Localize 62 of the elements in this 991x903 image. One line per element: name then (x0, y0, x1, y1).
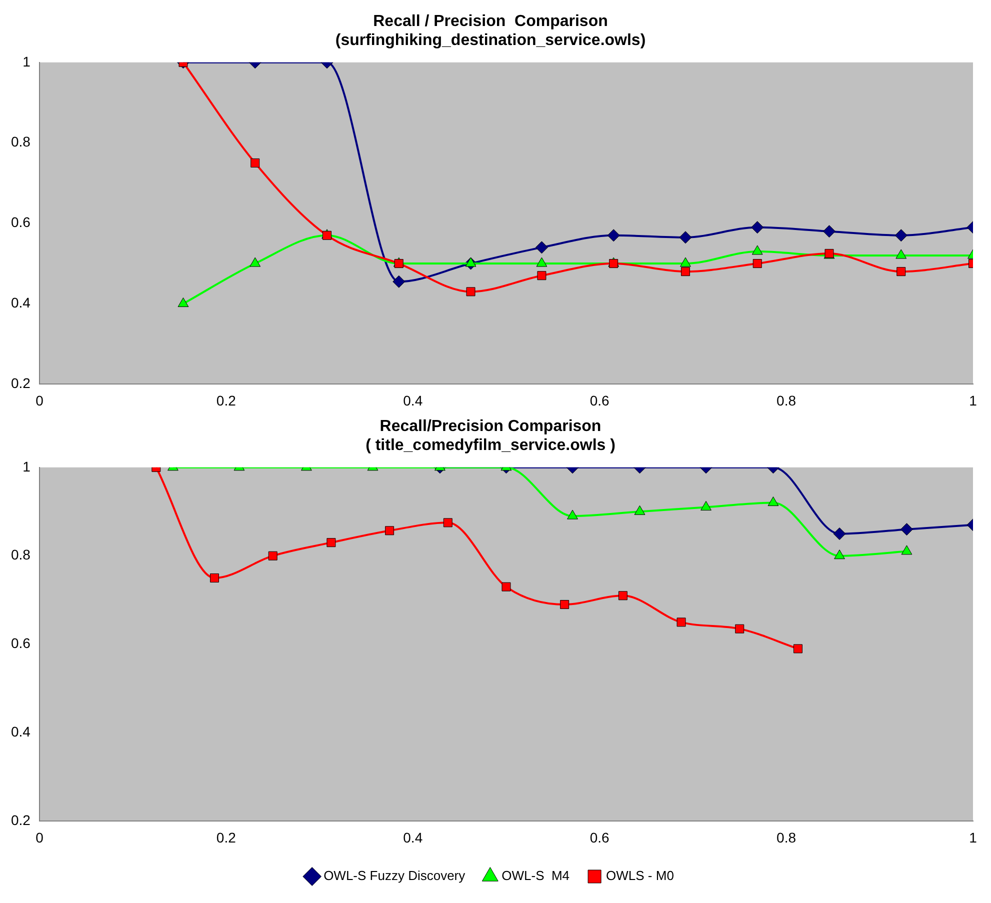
y-tick-label: 0.2 (10, 812, 31, 828)
chart-title: Recall / Precision Comparison (373, 13, 608, 30)
point (535, 241, 548, 254)
y-tick-label: 0.6 (10, 214, 31, 230)
x-tick-label: 0.8 (776, 392, 796, 408)
x-tick-label: 0.6 (590, 392, 610, 408)
point (680, 257, 691, 267)
x-tick-label: 0.8 (776, 829, 796, 846)
point (268, 551, 278, 560)
point (833, 527, 846, 540)
x-tick-label: 1 (969, 829, 978, 846)
y-tick-label: 0.4 (10, 724, 31, 740)
point (752, 259, 762, 268)
point (250, 257, 261, 267)
point (793, 644, 802, 654)
point (735, 624, 744, 634)
point (894, 229, 908, 242)
point (896, 249, 907, 259)
x-tick-label: 0.2 (216, 392, 236, 408)
point (210, 573, 219, 582)
chart-subtitle: (surfinghiking_destination_service.owls) (335, 32, 646, 50)
x-tick-label: 0.2 (216, 829, 236, 846)
point (676, 618, 686, 627)
x-tick-label: 1 (969, 392, 978, 408)
x-tick-label: 0.4 (403, 829, 423, 846)
point (326, 538, 336, 548)
y-tick-label: 0.8 (10, 134, 31, 150)
chart-subtitle: ( title_comedyfilm_service.owls ) (366, 437, 616, 454)
y-tick-label: 0.8 (10, 546, 31, 563)
y-tick-label: 0.4 (10, 294, 31, 311)
point (679, 231, 692, 244)
point (536, 257, 548, 267)
point (392, 275, 406, 288)
point (752, 245, 763, 255)
y-tick-label: 1 (22, 458, 31, 474)
point (560, 600, 570, 609)
legend-label: OWL-S M4 (502, 868, 570, 884)
point (537, 271, 546, 280)
point (607, 229, 620, 242)
y-tick-label: 0.6 (10, 635, 31, 652)
point (822, 225, 836, 238)
point (618, 591, 628, 600)
point (751, 221, 764, 234)
point (900, 523, 913, 536)
x-tick-label: 0.6 (590, 829, 610, 846)
x-tick-label: 0.4 (403, 392, 423, 408)
point (680, 267, 690, 276)
y-tick-label: 1 (22, 53, 31, 70)
legend-label: OWLS - M0 (606, 868, 674, 884)
point (250, 158, 260, 168)
point (896, 267, 906, 276)
x-tick-label: 0 (36, 392, 44, 408)
point (443, 518, 452, 528)
point (466, 287, 476, 296)
point (502, 582, 511, 592)
chart-title: Recall/Precision Comparison (380, 418, 602, 436)
point (178, 298, 189, 307)
point (465, 257, 476, 267)
point (385, 526, 394, 536)
x-tick-label: 0 (36, 829, 44, 846)
y-tick-label: 0.2 (10, 375, 31, 392)
legend-label: OWL-S Fuzzy Discovery (324, 868, 466, 884)
